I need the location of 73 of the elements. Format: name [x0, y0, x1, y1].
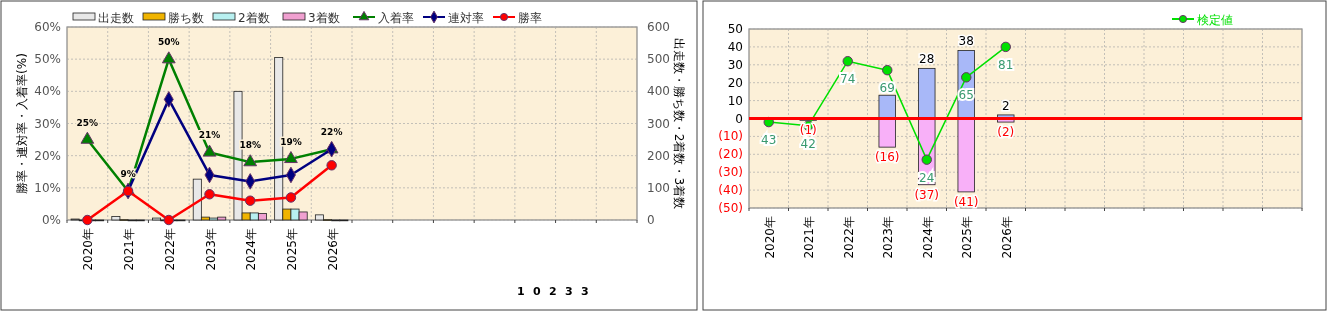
- y-tick-label: (10): [718, 129, 743, 144]
- x-tick-label: 2024年: [920, 216, 935, 259]
- y-tick-label: 50%: [34, 52, 61, 67]
- annotation: 81: [998, 57, 1014, 72]
- data-label: (16): [874, 150, 900, 165]
- x-tick-label: 2021年: [122, 228, 137, 271]
- data-label: 18%: [239, 140, 261, 151]
- y-tick-label: 50: [727, 22, 743, 36]
- legend-label: 3着数: [308, 11, 340, 25]
- data-label: 28: [919, 52, 935, 67]
- y-tick-label: 20%: [34, 148, 61, 163]
- legend-label: 出走数: [98, 11, 134, 25]
- data-label: 25%: [76, 117, 99, 128]
- legend-label: 連対率: [448, 11, 484, 25]
- legend-label: 勝ち数: [168, 11, 204, 25]
- x-tick-label: 2020年: [762, 216, 777, 259]
- y-tick-label: 60%: [34, 20, 61, 34]
- y-tick-label: 10: [727, 93, 743, 108]
- y-tick-label: 0%: [41, 213, 61, 227]
- x-tick-label: 2023年: [881, 216, 896, 259]
- data-label: (41): [953, 194, 979, 209]
- data-label: (37): [914, 187, 940, 202]
- annotation: 43: [761, 133, 777, 148]
- y-tick-label: 10%: [34, 180, 61, 195]
- annotation: 65: [958, 88, 974, 103]
- y-axis-title: 勝率・連対率・入着率(%): [15, 53, 29, 194]
- y2-tick-label: 0: [647, 213, 655, 227]
- x-tick-label: 2022年: [162, 228, 177, 271]
- x-tick-label: 2026年: [325, 228, 340, 271]
- y-tick-label: (50): [718, 201, 743, 215]
- y-tick-label: 20: [727, 75, 743, 90]
- x-tick-label: 2024年: [244, 228, 259, 271]
- data-label: 38: [958, 34, 974, 49]
- y-tick-label: (40): [718, 183, 743, 198]
- y-tick-label: 30: [727, 57, 743, 72]
- x-tick-label: 2023年: [203, 228, 218, 271]
- y2-tick-label: 100: [647, 180, 670, 195]
- y2-tick-label: 600: [647, 20, 670, 34]
- legend-label: 検定値: [1197, 13, 1233, 27]
- legend-label: 入着率: [378, 11, 414, 25]
- annotation: 69: [879, 81, 895, 96]
- x-tick-label: 2025年: [284, 228, 299, 271]
- text: 0: [533, 285, 541, 298]
- y2-tick-label: 400: [647, 84, 670, 99]
- x-tick-label: 2022年: [841, 216, 856, 259]
- y-tick-label: 40%: [34, 84, 61, 99]
- y2-axis-title: 出走数・勝ち数・2着数・3着数: [672, 37, 686, 210]
- y-tick-label: 40: [727, 39, 743, 54]
- data-label: 50%: [158, 37, 180, 48]
- text: 3: [581, 285, 589, 298]
- y2-tick-label: 300: [647, 116, 670, 131]
- text: 1: [517, 285, 525, 298]
- data-label: (2): [997, 125, 1015, 140]
- annotation: 42: [800, 136, 816, 151]
- y2-tick-label: 200: [647, 148, 670, 163]
- annotation: 24: [919, 170, 935, 185]
- annotation: 74: [840, 72, 856, 87]
- legend-label: 2着数: [238, 11, 270, 25]
- y-tick-label: 0: [735, 111, 743, 126]
- text: 2: [549, 285, 557, 298]
- legend-label: 勝率: [518, 11, 542, 25]
- y2-tick-label: 500: [647, 52, 670, 67]
- x-tick-label: 2020年: [81, 228, 96, 271]
- x-tick-label: 2026年: [999, 216, 1014, 259]
- text: 3: [565, 285, 573, 298]
- y-tick-label: (20): [718, 147, 743, 162]
- y-tick-label: (30): [718, 165, 743, 180]
- x-tick-label: 2025年: [960, 216, 975, 259]
- data-label: 22%: [320, 127, 343, 138]
- data-label: 2: [1001, 98, 1010, 113]
- x-tick-label: 2021年: [802, 216, 817, 259]
- data-label: (1): [799, 123, 817, 138]
- y-tick-label: 30%: [34, 116, 61, 131]
